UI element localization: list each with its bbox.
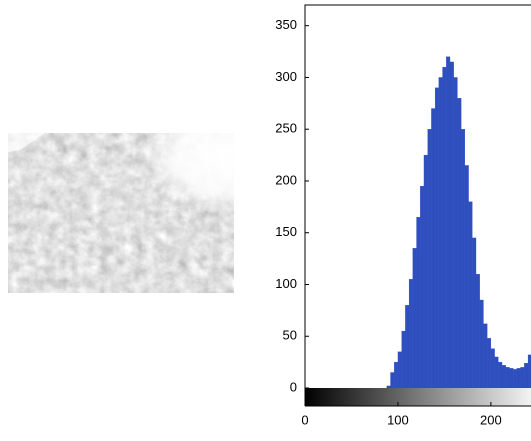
bar xyxy=(468,201,473,389)
source-image xyxy=(8,133,234,293)
bar xyxy=(431,108,436,389)
bar xyxy=(434,87,439,389)
bar xyxy=(487,338,492,389)
bar xyxy=(464,165,469,389)
bar xyxy=(457,98,462,389)
x-tick-label: 0 xyxy=(301,412,308,427)
bar xyxy=(494,356,499,389)
bar xyxy=(397,351,402,389)
bar xyxy=(520,367,525,389)
bar xyxy=(498,361,503,389)
bar xyxy=(416,217,421,389)
histogram-axes: 0 50 100 150 200 250 300 350 0 100 200 xyxy=(275,4,531,427)
bar xyxy=(390,372,395,389)
y-tick-label: 350 xyxy=(275,17,297,32)
bar xyxy=(509,368,514,389)
bar xyxy=(386,385,391,389)
bar xyxy=(438,77,443,389)
bar xyxy=(423,154,428,389)
x-tick-label: 100 xyxy=(387,412,409,427)
y-tick-label: 200 xyxy=(275,172,297,187)
bar xyxy=(513,369,518,389)
bar xyxy=(490,348,495,389)
bar xyxy=(446,56,451,389)
bar xyxy=(405,305,410,389)
bar xyxy=(505,367,510,389)
bar xyxy=(449,61,454,389)
y-tick-label: 300 xyxy=(275,69,297,84)
bar xyxy=(427,129,432,389)
bar xyxy=(460,129,466,389)
bar xyxy=(408,279,413,389)
bar xyxy=(501,365,506,389)
bar xyxy=(472,237,477,389)
bar xyxy=(420,185,425,389)
bar xyxy=(412,248,417,389)
bar xyxy=(442,66,447,389)
y-tick-label: 50 xyxy=(283,328,297,343)
colorbar xyxy=(305,388,531,406)
bar xyxy=(524,363,529,389)
x-tick-label: 200 xyxy=(480,412,502,427)
bar xyxy=(475,273,480,389)
axis-frame xyxy=(304,4,531,406)
y-tick-label: 150 xyxy=(275,224,297,239)
bar xyxy=(401,330,406,389)
y-tick-label: 100 xyxy=(275,276,297,291)
bar xyxy=(483,323,488,389)
bar xyxy=(516,368,521,389)
bar xyxy=(453,77,458,389)
bar xyxy=(394,361,399,389)
y-tick-label: 0 xyxy=(290,379,297,394)
y-tick-label: 250 xyxy=(275,121,297,136)
bar xyxy=(479,299,484,389)
